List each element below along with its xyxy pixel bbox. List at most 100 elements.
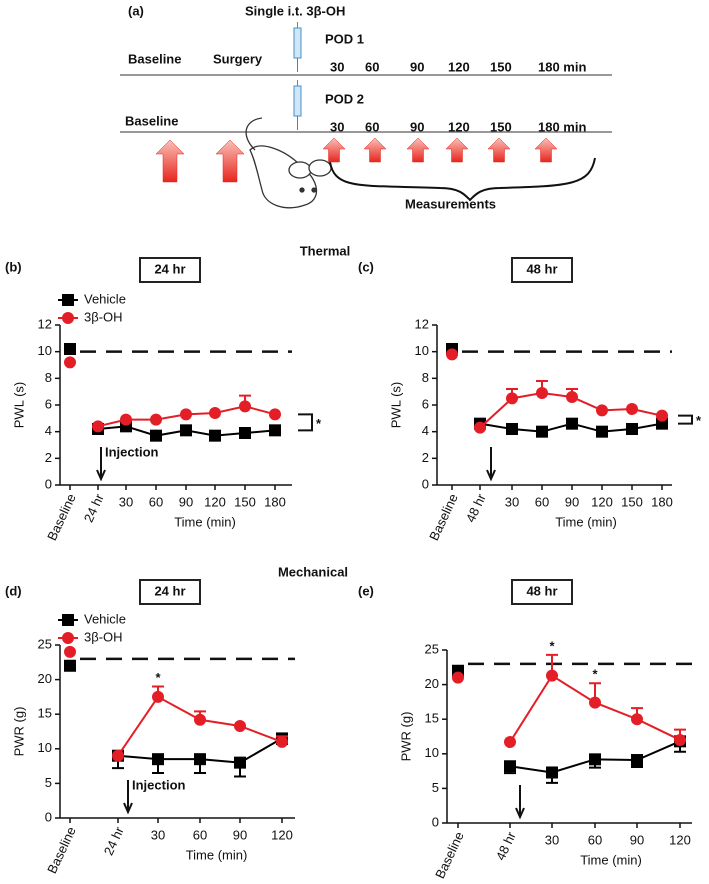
time-label: 30: [330, 59, 344, 74]
y-tick-label: 4: [45, 423, 52, 438]
x-tick-label: Baseline: [426, 491, 461, 543]
x-tick-label: 24 hr: [101, 824, 127, 858]
legend-marker: [62, 614, 74, 626]
measure-arrow: [406, 137, 430, 163]
subtitle: 24 hr: [154, 583, 185, 598]
time-label: 150: [490, 119, 512, 134]
marker: [92, 420, 104, 433]
marker: [504, 736, 516, 749]
subtitle-box: [139, 579, 201, 605]
marker: [631, 713, 643, 726]
measurements-label: Measurements: [405, 196, 496, 211]
y-tick-label: 15: [38, 706, 52, 721]
y-tick-label: 10: [38, 343, 52, 358]
significance-star: *: [155, 670, 161, 685]
phase-label: Surgery: [213, 51, 263, 66]
marker: [506, 392, 518, 405]
x-axis-label: Time (min): [186, 847, 248, 862]
marker: [276, 735, 288, 748]
significance-star: *: [696, 413, 702, 428]
subtitle: 48 hr: [526, 261, 557, 276]
legend-label: 3β-OH: [84, 629, 123, 644]
marker: [504, 760, 516, 773]
marker: [589, 696, 601, 709]
marker: [474, 421, 486, 434]
y-tick-label: 6: [422, 396, 429, 411]
marker: [566, 391, 578, 403]
x-tick-label: 120: [669, 832, 691, 847]
y-tick-label: 25: [38, 636, 52, 651]
day-label: POD 2: [325, 91, 364, 106]
marker: [269, 424, 281, 437]
legend-marker: [62, 312, 74, 324]
y-tick-label: 20: [425, 676, 439, 691]
marker: [152, 690, 164, 703]
brace: [329, 157, 596, 202]
marker: [234, 719, 246, 732]
y-tick-label: 5: [45, 775, 52, 790]
x-tick-label: 180: [651, 494, 673, 509]
significance-star: *: [549, 638, 555, 653]
marker: [64, 343, 76, 355]
panel-label: (e): [358, 583, 374, 598]
injection-arrow: [486, 447, 496, 482]
marker: [180, 408, 192, 421]
y-axis-label: PWL (s): [11, 382, 26, 428]
injection-arrow: [515, 785, 525, 820]
marker: [239, 427, 251, 439]
x-tick-label: 90: [233, 827, 247, 842]
subtitle-box: [139, 257, 201, 283]
x-tick-label: 60: [535, 494, 549, 509]
marker: [674, 733, 686, 746]
significance-bracket: [298, 413, 313, 432]
chart: (e) 48 hr 0 5 10 15 20 25 PWR (g) Baseline 48 hr 30…: [358, 579, 692, 881]
marker: [209, 429, 221, 442]
y-tick-label: 0: [432, 814, 439, 829]
schematic: [120, 22, 612, 209]
y-tick-label: 6: [45, 396, 52, 411]
y-axis-label: PWL (s): [388, 382, 403, 428]
y-tick-label: 0: [422, 476, 429, 491]
x-tick-label: 90: [179, 494, 193, 509]
injection-arrow: [123, 780, 133, 815]
marker: [234, 756, 246, 769]
marker: [536, 425, 548, 438]
panel-label: (a): [128, 3, 144, 18]
x-tick-label: Baseline: [44, 824, 79, 876]
marker: [209, 407, 221, 419]
significance-bracket: [678, 414, 693, 425]
panel-label: (d): [5, 583, 22, 598]
y-tick-label: 8: [45, 370, 52, 385]
legend-marker: [62, 632, 74, 644]
time-label: 90: [410, 119, 424, 134]
x-tick-label: 48 hr: [463, 491, 489, 525]
y-tick-label: 10: [38, 740, 52, 755]
x-axis-label: Time (min): [555, 514, 617, 529]
time-label: 180 min: [538, 119, 586, 134]
x-tick-label: 60: [588, 832, 602, 847]
x-tick-label: 30: [545, 832, 559, 847]
subtitle: 24 hr: [154, 261, 185, 276]
marker: [589, 753, 601, 766]
marker: [656, 409, 668, 422]
phase-label: Baseline: [125, 113, 178, 128]
marker: [64, 659, 76, 672]
y-tick-label: 10: [425, 745, 439, 760]
marker: [150, 429, 162, 442]
measure-arrow: [215, 139, 245, 183]
measure-arrow: [322, 137, 346, 163]
marker: [631, 754, 643, 767]
x-axis-label: Time (min): [174, 514, 236, 529]
marker: [626, 403, 638, 415]
legend-label: 3β-OH: [84, 309, 123, 324]
y-tick-label: 5: [432, 780, 439, 795]
syringe: [293, 22, 302, 130]
x-tick-label: 150: [621, 494, 643, 509]
marker: [120, 413, 132, 426]
marker: [152, 753, 164, 766]
marker: [452, 671, 464, 684]
panel-label: (b): [5, 259, 22, 274]
